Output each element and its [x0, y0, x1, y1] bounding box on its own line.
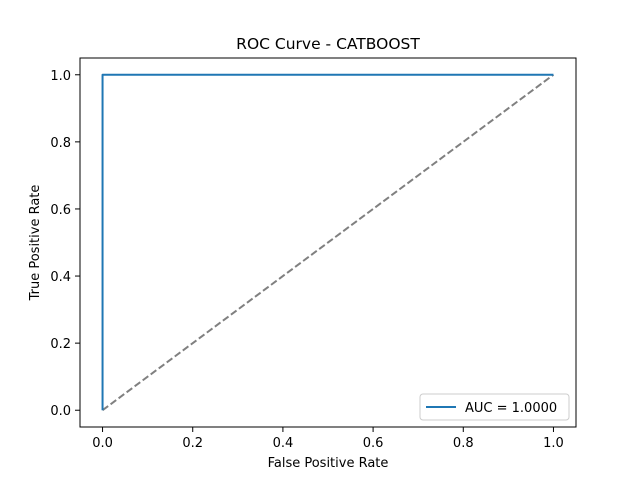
legend: AUC = 1.0000: [419, 393, 570, 421]
x-axis-label: False Positive Rate: [268, 456, 389, 471]
y-tick-label: 0.6: [50, 203, 71, 218]
y-tick-label: 0.4: [50, 270, 71, 285]
y-tick-label: 0.0: [50, 404, 71, 419]
x-tick-label: 0.0: [92, 436, 113, 451]
chart-title: ROC Curve - CATBOOST: [236, 35, 420, 53]
y-tick-label: 0.8: [50, 136, 71, 151]
roc-curve-line: [101, 73, 554, 411]
legend-box: [419, 393, 570, 421]
x-tick-label: 0.6: [363, 436, 384, 451]
y-tick-label: 1.0: [50, 69, 71, 84]
x-tick-label: 0.2: [182, 436, 203, 451]
chance-diagonal-line: [101, 73, 555, 412]
y-axis: 0.0 0.2 0.4 0.6 0.8 1.0: [50, 69, 80, 419]
x-tick-label: 0.4: [273, 436, 294, 451]
x-tick-label: 0.8: [453, 436, 474, 451]
axes-frame: [79, 57, 577, 428]
plot-area: [101, 73, 555, 412]
legend-label: AUC = 1.0000: [465, 401, 557, 416]
y-axis-label: True Positive Rate: [28, 185, 43, 302]
x-tick-label: 1.0: [543, 436, 564, 451]
x-axis: 0.0 0.2 0.4 0.6 0.8 1.0: [92, 427, 564, 451]
y-tick-label: 0.2: [50, 337, 71, 352]
